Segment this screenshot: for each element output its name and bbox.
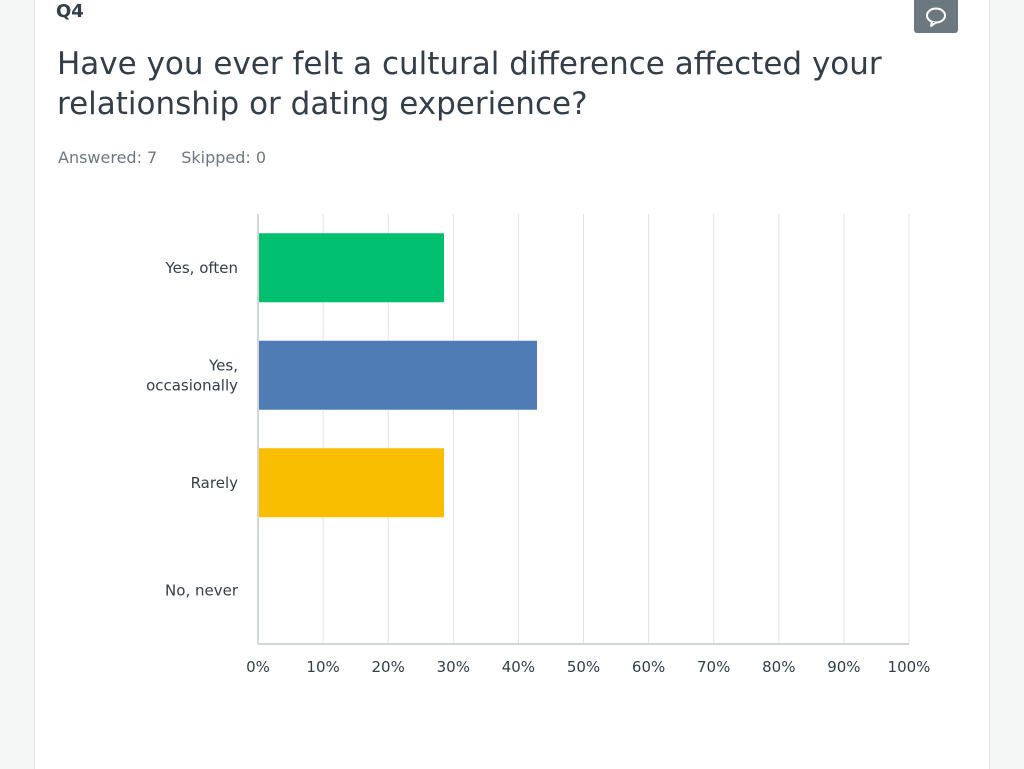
- x-tick-label: 30%: [437, 658, 470, 676]
- question-card: Q4 Have you ever felt a cultural differe…: [34, 0, 990, 769]
- x-tick-label: 10%: [306, 658, 339, 676]
- category-label: Yes, occasionally: [146, 356, 238, 394]
- x-tick-label: 0%: [246, 658, 270, 676]
- question-number: Q4: [56, 1, 84, 22]
- answered-count: Answered: 7: [58, 148, 158, 167]
- x-tick-label: 40%: [502, 658, 535, 676]
- category-label: Rarely: [191, 474, 239, 492]
- x-tick-label: 70%: [697, 658, 730, 676]
- x-tick-label: 80%: [762, 658, 795, 676]
- x-tick-label: 50%: [567, 658, 600, 676]
- x-tick-label: 60%: [632, 658, 665, 676]
- category-label: Yes, often: [164, 259, 238, 277]
- bar: [259, 340, 538, 410]
- speech-bubble-icon: [926, 7, 946, 27]
- question-title: Have you ever felt a cultural difference…: [57, 46, 882, 122]
- comment-button[interactable]: [914, 0, 958, 33]
- category-label: No, never: [165, 581, 239, 599]
- bar: [259, 448, 444, 518]
- x-tick-label: 90%: [827, 658, 860, 676]
- skipped-count: Skipped: 0: [181, 148, 267, 167]
- x-tick-label: 20%: [372, 658, 405, 676]
- bar: [259, 233, 444, 303]
- response-stats: Answered: 7 Skipped: 0: [58, 146, 290, 170]
- x-tick-label: 100%: [888, 658, 931, 676]
